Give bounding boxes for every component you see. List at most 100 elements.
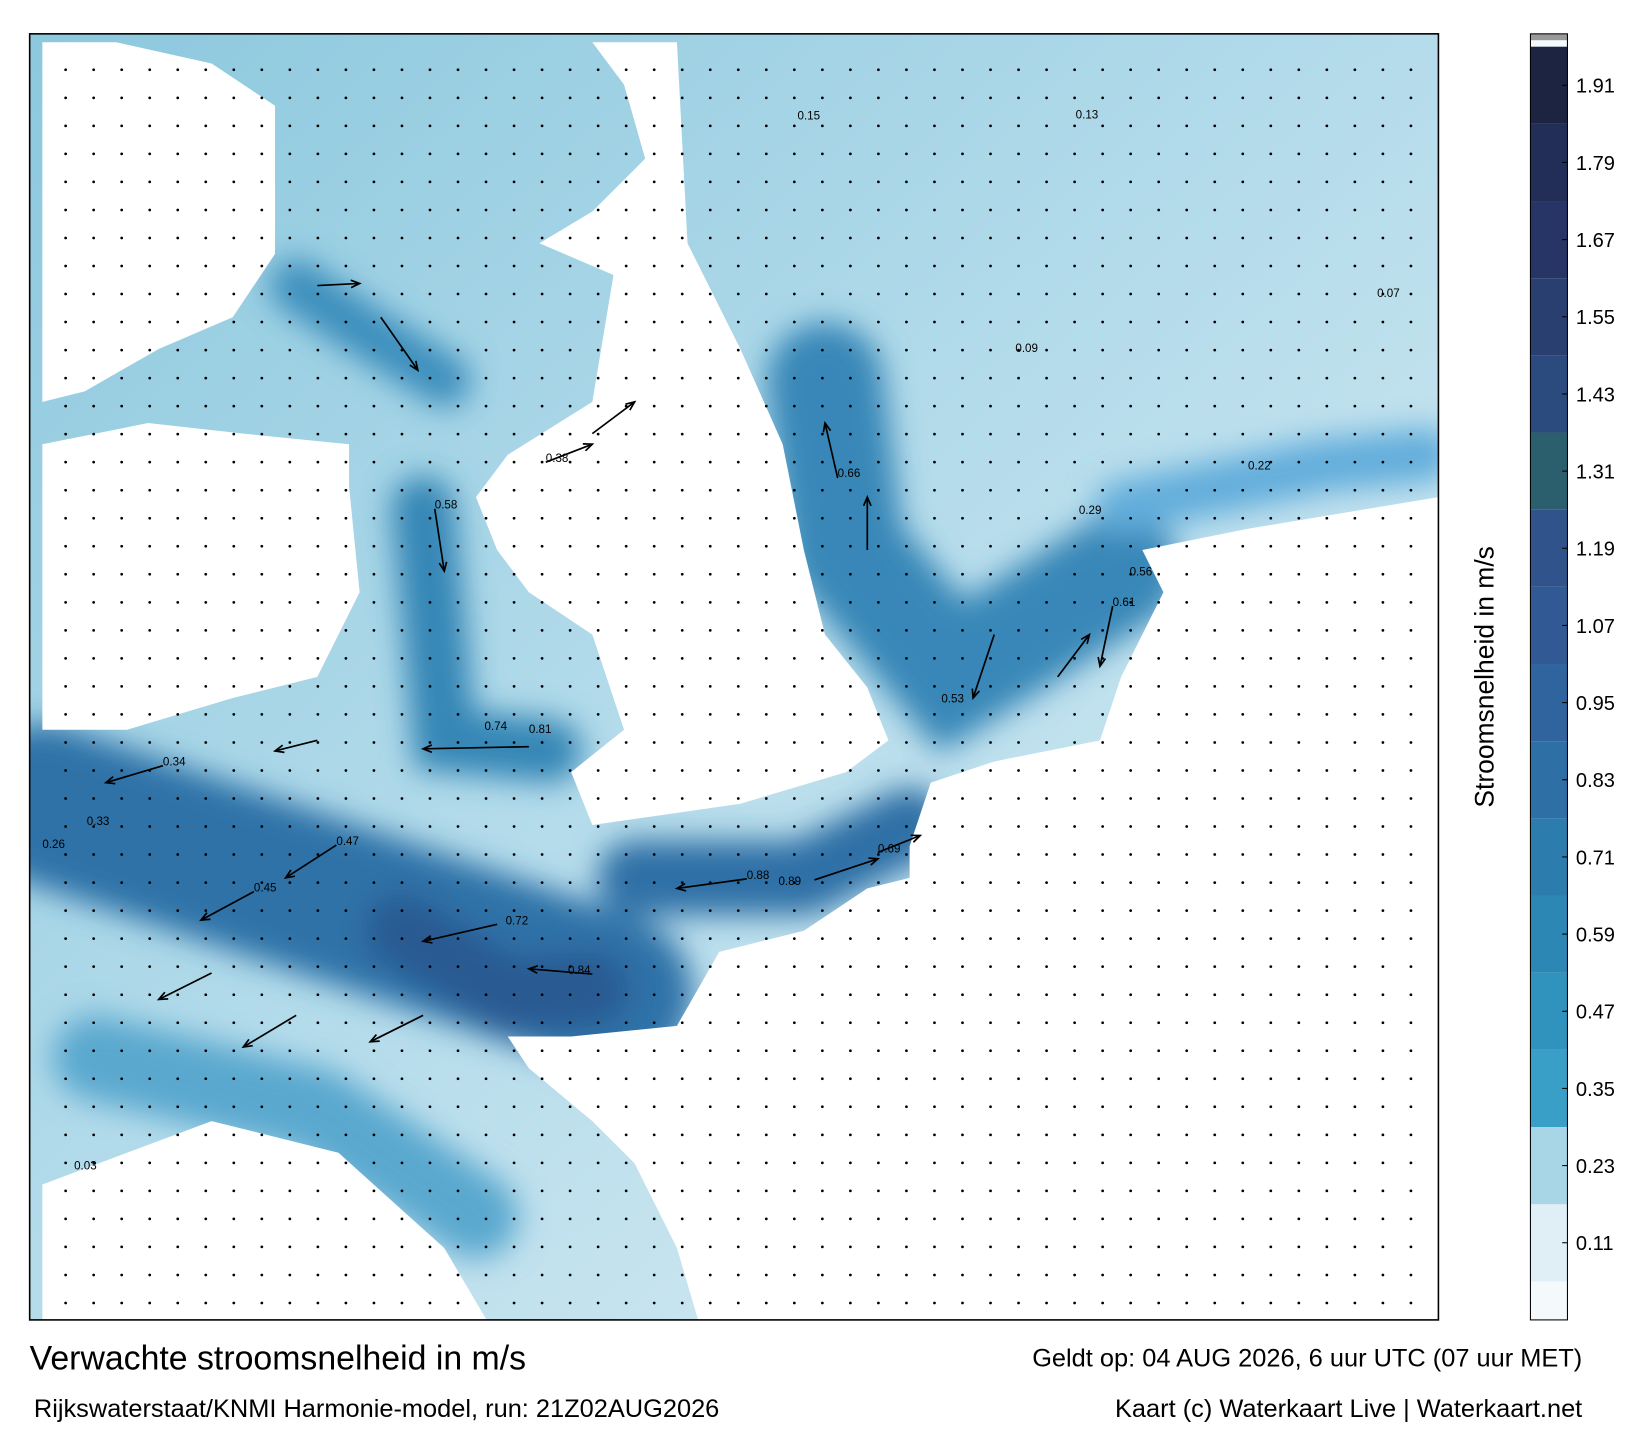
arrow-head [526, 965, 539, 974]
arrow-head [368, 1033, 380, 1043]
grid-dot [1241, 376, 1245, 380]
grid-dot [736, 124, 740, 128]
grid-dot [961, 320, 964, 324]
grid-dot [568, 685, 572, 688]
grid-dot [1241, 320, 1245, 324]
grid-dot [148, 292, 152, 296]
grid-dot [372, 853, 376, 856]
grid-dot [540, 404, 544, 408]
grid-dot [316, 236, 320, 240]
grid-dot [232, 460, 236, 464]
grid-dot [344, 180, 348, 184]
grid-dot [484, 713, 488, 716]
grid-dot [1269, 572, 1273, 576]
grid-dot [120, 1049, 124, 1053]
grid-dot [1241, 404, 1245, 408]
grid-dot [484, 292, 488, 296]
grid-dot [764, 1301, 768, 1305]
grid-dot [736, 797, 740, 800]
grid-dot [1185, 797, 1189, 800]
grid-dot [92, 993, 96, 997]
grid-dot [92, 404, 96, 408]
grid-dot [428, 96, 432, 100]
grid-dot [204, 516, 208, 520]
grid-dot [512, 600, 516, 604]
grid-dot [316, 685, 320, 688]
grid-dot [849, 937, 852, 941]
grid-dot [204, 937, 208, 941]
grid-dot [1213, 460, 1217, 464]
grid-dot [484, 909, 488, 912]
grid-dot [1213, 937, 1217, 941]
grid-dot [344, 909, 348, 912]
grid-dot [428, 1301, 432, 1305]
grid-dot [736, 348, 740, 352]
grid-dot [1101, 937, 1105, 941]
grid-dot [961, 236, 964, 240]
grid-dot [1241, 825, 1245, 828]
grid-dot [1157, 1245, 1161, 1249]
grid-dot [120, 292, 124, 296]
grid-dot [624, 1105, 628, 1109]
grid-dot [428, 656, 432, 660]
grid-dot [512, 1273, 516, 1277]
grid-dot [1017, 937, 1020, 941]
grid-dot [1073, 1049, 1076, 1053]
grid-dot [260, 993, 264, 997]
arrow-shaft [1057, 634, 1091, 678]
arrow-shaft [274, 739, 318, 752]
grid-dot [64, 572, 68, 576]
grid-dot [1185, 320, 1189, 324]
grid-dot [1381, 1021, 1385, 1025]
grid-dot [288, 797, 292, 800]
grid-dot [288, 741, 292, 744]
grid-dot [344, 236, 348, 240]
grid-dot [484, 348, 488, 352]
grid-dot [148, 881, 152, 884]
grid-dot [905, 825, 908, 828]
grid-dot [316, 628, 320, 632]
grid-dot [204, 1077, 208, 1081]
grid-dot [1129, 1301, 1133, 1305]
colorbar-band [1530, 664, 1568, 742]
grid-dot [120, 1077, 124, 1081]
grid-dot [372, 825, 376, 828]
grid-dot [344, 881, 348, 884]
grid-dot [792, 881, 796, 884]
grid-dot [764, 993, 768, 997]
grid-dot [877, 376, 880, 380]
grid-dot [92, 769, 96, 772]
grid-dot [260, 404, 264, 408]
grid-dot [933, 1301, 936, 1305]
grid-dot [905, 1161, 908, 1165]
grid-dot [288, 909, 292, 912]
grid-dot [232, 1161, 236, 1165]
grid-dot [1101, 404, 1105, 408]
grid-dot [1381, 797, 1385, 800]
arrow-head [241, 1038, 253, 1049]
grid-dot [736, 1077, 740, 1081]
grid-dot [1241, 152, 1245, 156]
grid-dot [260, 825, 264, 828]
grid-dot [1353, 825, 1357, 828]
grid-dot [1017, 881, 1020, 884]
grid-dot [540, 713, 544, 716]
grid-dot [540, 460, 544, 464]
grid-dot [512, 1105, 516, 1109]
grid-dot [1241, 1105, 1245, 1109]
grid-dot [961, 348, 964, 352]
colorbar-tick-label: 1.31 [1576, 462, 1615, 484]
grid-dot [1325, 320, 1329, 324]
grid-dot [456, 292, 460, 296]
grid-dot [1157, 685, 1161, 688]
grid-dot [764, 713, 768, 716]
grid-dot [1241, 881, 1245, 884]
grid-dot [232, 376, 236, 380]
grid-dot [764, 1049, 768, 1053]
grid-dot [680, 208, 684, 212]
grid-dot [232, 797, 236, 800]
grid-dot [148, 208, 152, 212]
grid-dot [512, 965, 516, 969]
grid-dot [1297, 628, 1301, 632]
